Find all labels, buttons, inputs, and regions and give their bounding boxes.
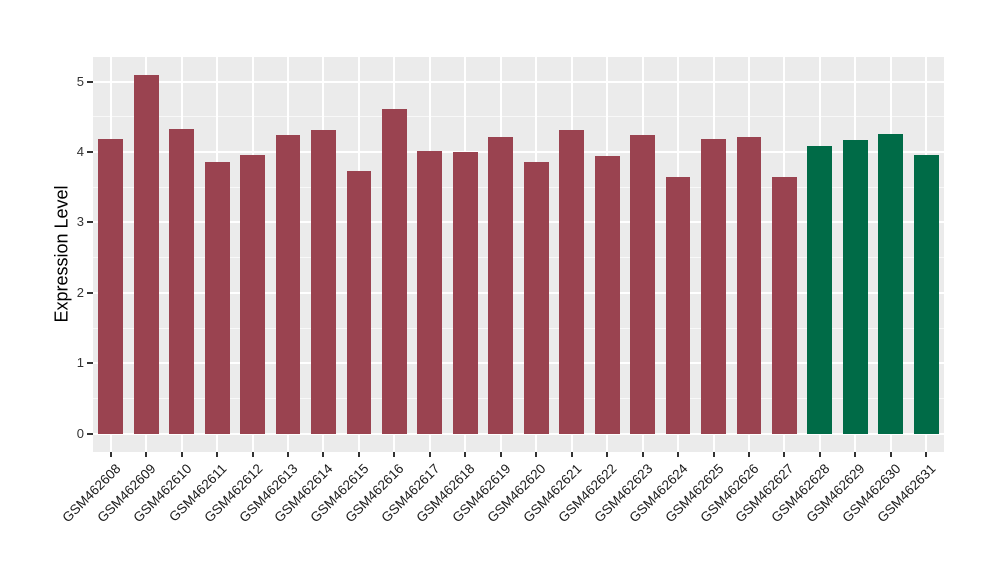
bar: [275, 135, 301, 434]
bar: [417, 151, 443, 434]
y-tick-mark: [87, 80, 93, 83]
x-tick-mark: [570, 452, 573, 457]
x-tick-mark: [428, 452, 431, 457]
bar: [452, 152, 478, 434]
x-tick-mark: [854, 452, 857, 457]
x-tick-mark: [216, 452, 219, 457]
y-axis-title: Expression Level: [51, 185, 72, 323]
y-tick-mark: [87, 291, 93, 294]
bar: [204, 161, 230, 434]
bar: [807, 146, 833, 434]
x-tick-mark: [641, 452, 644, 457]
horizontal-gridline-minor: [93, 116, 944, 118]
horizontal-gridline-minor: [93, 327, 944, 329]
y-tick-mark: [87, 432, 93, 435]
x-tick-mark: [357, 452, 360, 457]
bar: [630, 135, 655, 434]
bar: [701, 138, 726, 434]
x-tick-mark: [677, 452, 680, 457]
x-tick-mark: [109, 452, 112, 457]
y-tick-label: 5: [76, 73, 84, 89]
bar: [913, 154, 939, 434]
bar: [488, 137, 514, 434]
plot-panel: [93, 57, 944, 452]
horizontal-gridline-minor: [93, 257, 944, 259]
x-tick-mark: [322, 452, 325, 457]
bar: [311, 129, 336, 434]
y-tick-mark: [87, 362, 93, 365]
x-tick-mark: [251, 452, 254, 457]
y-tick-label: 2: [76, 284, 84, 300]
bar: [736, 136, 762, 434]
bar: [665, 177, 691, 434]
x-tick-mark: [393, 452, 396, 457]
x-tick-mark: [818, 452, 821, 457]
y-tick-label: 3: [76, 214, 84, 230]
horizontal-gridline-major: [93, 291, 944, 294]
bar: [772, 176, 797, 434]
horizontal-gridline-minor: [93, 397, 944, 399]
horizontal-gridline-major: [93, 80, 944, 83]
x-tick-mark: [606, 452, 609, 457]
bar: [98, 138, 124, 434]
x-tick-mark: [783, 452, 786, 457]
horizontal-gridline-minor: [93, 186, 944, 188]
horizontal-gridline-major: [93, 432, 944, 435]
bar: [842, 140, 868, 434]
x-tick-mark: [145, 452, 148, 457]
x-tick-mark: [180, 452, 183, 457]
bar: [240, 154, 265, 434]
bar: [559, 129, 585, 434]
x-tick-mark: [464, 452, 467, 457]
bar: [878, 134, 904, 434]
bar: [594, 155, 620, 434]
y-tick-label: 1: [76, 355, 84, 371]
x-tick-mark: [747, 452, 750, 457]
y-tick-mark: [87, 221, 93, 224]
y-tick-mark: [87, 151, 93, 154]
bar: [133, 74, 159, 434]
x-tick-mark: [287, 452, 290, 457]
x-tick-mark: [925, 452, 928, 457]
bar: [169, 128, 195, 434]
x-tick-mark: [535, 452, 538, 457]
bar: [381, 109, 407, 434]
bar: [523, 161, 549, 434]
y-tick-label: 0: [76, 425, 84, 441]
x-tick-mark: [889, 452, 892, 457]
x-tick-mark: [499, 452, 502, 457]
horizontal-gridline-major: [93, 151, 944, 154]
x-tick-mark: [712, 452, 715, 457]
horizontal-gridline-major: [93, 221, 944, 224]
bar: [346, 171, 372, 434]
y-tick-label: 4: [76, 144, 84, 160]
horizontal-gridline-major: [93, 362, 944, 365]
